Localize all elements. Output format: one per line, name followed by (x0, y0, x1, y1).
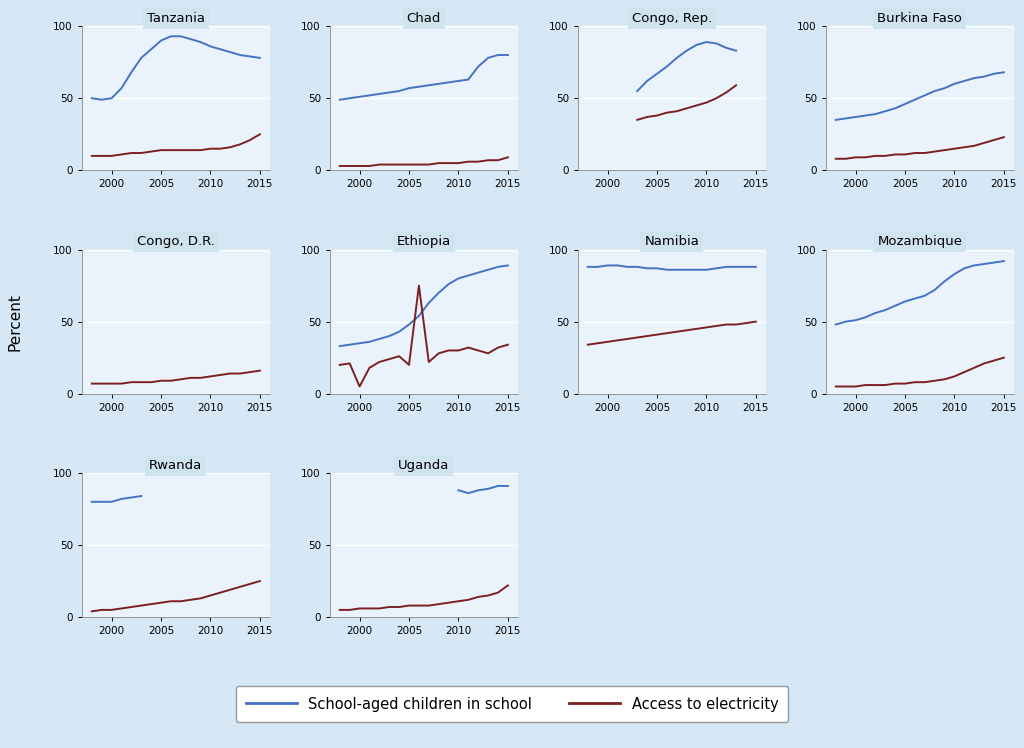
Legend: School-aged children in school, Access to electricity: School-aged children in school, Access t… (236, 686, 788, 722)
Title: Congo, D.R.: Congo, D.R. (137, 236, 215, 248)
Title: Chad: Chad (407, 12, 441, 25)
Title: Congo, Rep.: Congo, Rep. (632, 12, 712, 25)
Title: Mozambique: Mozambique (878, 236, 963, 248)
Title: Rwanda: Rwanda (150, 459, 203, 472)
Title: Namibia: Namibia (644, 236, 699, 248)
Title: Tanzania: Tanzania (146, 12, 205, 25)
Title: Uganda: Uganda (398, 459, 450, 472)
Title: Ethiopia: Ethiopia (396, 236, 451, 248)
Title: Burkina Faso: Burkina Faso (878, 12, 963, 25)
Text: Percent: Percent (8, 292, 23, 351)
